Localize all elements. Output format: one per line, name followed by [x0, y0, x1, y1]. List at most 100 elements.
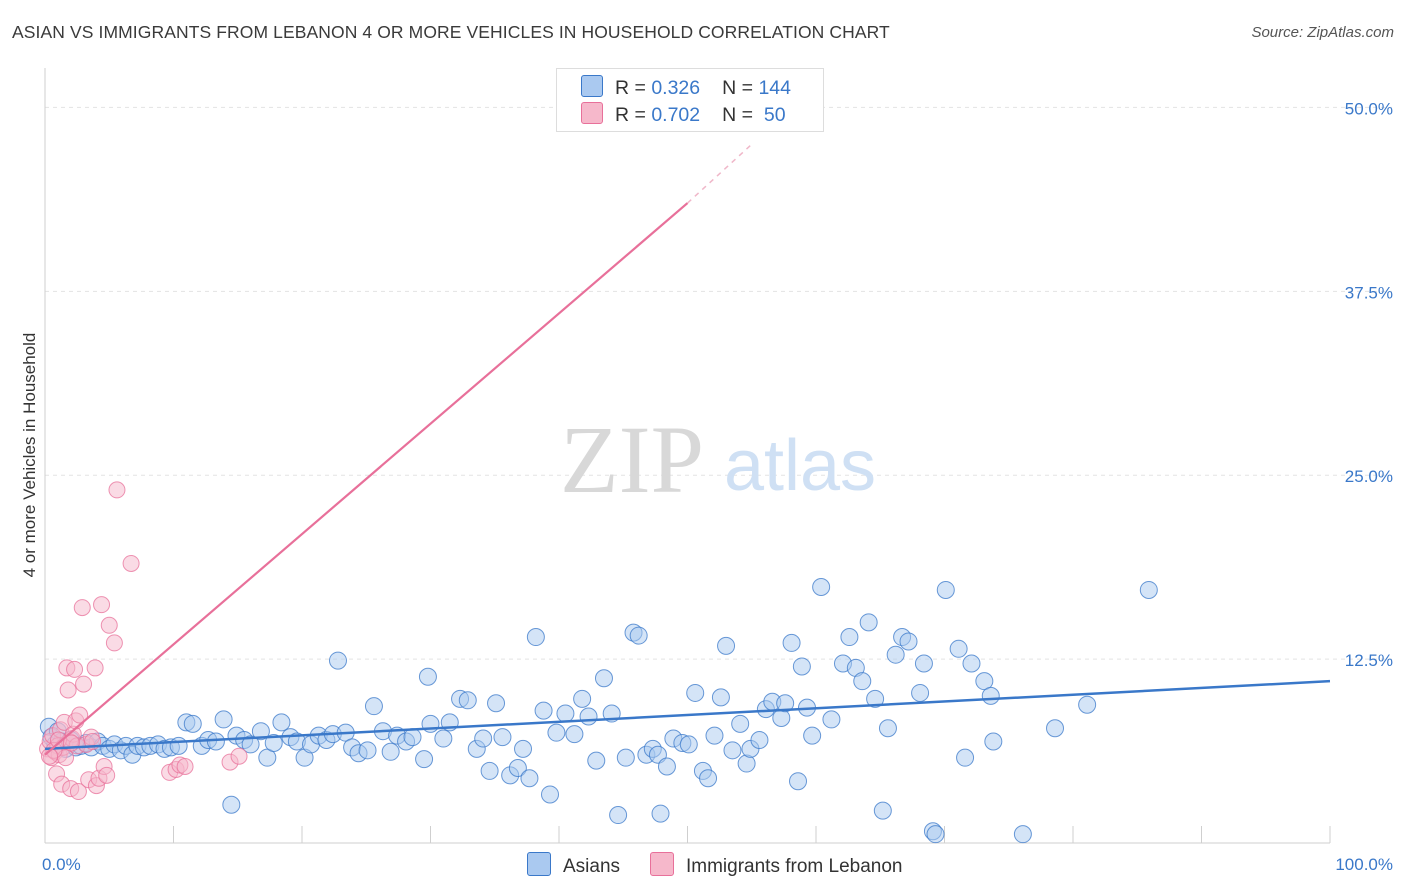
asian-point [183, 714, 202, 733]
legend-r-value: 0.326 [651, 77, 701, 99]
asian-point [381, 742, 400, 761]
asian-point [878, 719, 897, 738]
legend-r-label: R = [615, 104, 652, 126]
asian-trend-line [44, 679, 1331, 751]
trend-lines [44, 143, 1331, 756]
bottom-legend-asians: Asians [527, 852, 620, 878]
asian-point [272, 713, 291, 732]
asian-point [705, 726, 724, 745]
data-points [39, 481, 1158, 844]
asian-point [731, 714, 750, 733]
lebanon-point [59, 681, 77, 699]
asian-point [514, 739, 533, 758]
asian-point [474, 729, 493, 748]
lebanon-point [86, 659, 104, 677]
lebanon-point [105, 634, 123, 652]
legend-n-value: 50 [758, 104, 786, 126]
asian-point [214, 710, 233, 729]
asian-point [914, 654, 933, 673]
lebanon-point [100, 616, 118, 634]
asian-point [403, 728, 422, 747]
asian-point [547, 723, 566, 742]
asian-point [717, 636, 736, 655]
asian-point [251, 722, 270, 741]
asian-point [840, 628, 859, 647]
asian-point [812, 578, 831, 597]
asian-point [579, 707, 598, 726]
legend-row-lebanon: R = 0.702 N = 50 [581, 102, 786, 128]
lebanon-point [93, 596, 111, 614]
x-tick-label: 100.0% [1335, 855, 1393, 874]
asian-point [1139, 580, 1158, 599]
bottom-legend-label-asians: Asians [563, 856, 621, 877]
asian-point [723, 741, 742, 760]
legend-n-label: N = [722, 77, 759, 99]
y-tick-label: 37.5% [1345, 283, 1393, 302]
asian-point [508, 758, 527, 777]
lebanon-point [108, 481, 126, 499]
y-axis-title: 4 or more Vehicles in Household [20, 332, 39, 578]
asian-point [594, 669, 613, 688]
asian-point [169, 736, 188, 755]
stats-legend: R = 0.326 N = 144 R = 0.702 N = 50 [556, 68, 824, 132]
asian-point [222, 795, 241, 814]
asian-point [866, 689, 885, 708]
bottom-legend-swatch-lebanon [650, 852, 674, 876]
asian-point [679, 735, 698, 754]
y-tick-label: 12.5% [1345, 651, 1393, 670]
legend-swatch-lebanon [581, 102, 603, 124]
asian-point [859, 613, 878, 632]
asian-point [936, 580, 955, 599]
axes [44, 68, 1331, 844]
asian-point [853, 672, 872, 691]
lebanon-point [73, 599, 91, 617]
asian-point [364, 697, 383, 716]
asian-point [534, 701, 553, 720]
lebanon-point [69, 783, 87, 801]
bottom-legend-swatch-asians [527, 852, 551, 876]
asian-point [962, 654, 981, 673]
gridlines [45, 106, 1392, 660]
asian-point [1013, 825, 1032, 844]
source-label: Source: ZipAtlas.com [1251, 24, 1394, 41]
asian-point [573, 689, 592, 708]
asian-point [686, 683, 705, 702]
asian-point [241, 735, 260, 754]
lebanon-point [71, 706, 89, 724]
x-tick-label: 0.0% [42, 855, 81, 874]
asian-point [616, 748, 635, 767]
lebanon-trend-extension [686, 143, 753, 204]
legend-n-value: 144 [758, 77, 791, 99]
asian-point [657, 757, 676, 776]
asian-point [776, 694, 795, 713]
asian-point [803, 726, 822, 745]
asian-point [822, 710, 841, 729]
lebanon-trend-line [44, 202, 689, 756]
asian-point [487, 694, 506, 713]
y-tick-label: 25.0% [1345, 467, 1393, 486]
asian-point [772, 708, 791, 727]
asian-point [264, 733, 283, 752]
asian-point [206, 732, 225, 751]
asian-point [556, 704, 575, 723]
asian-point [434, 729, 453, 748]
asian-point [328, 651, 347, 670]
bottom-legend-label-lebanon: Immigrants from Lebanon [686, 856, 903, 877]
watermark-zip: ZIP [560, 406, 704, 513]
asian-point [565, 725, 584, 744]
chart-title: ASIAN VS IMMIGRANTS FROM LEBANON 4 OR MO… [12, 22, 890, 42]
lebanon-point [176, 758, 194, 775]
asian-point [418, 667, 437, 686]
asian-point [1046, 719, 1065, 738]
asian-point [750, 731, 769, 750]
asian-point [711, 688, 730, 707]
legend-row-asians: R = 0.326 N = 144 [581, 75, 791, 101]
asian-point [526, 628, 545, 647]
legend-swatch-asians [581, 75, 603, 97]
bottom-legend-lebanon: Immigrants from Lebanon [650, 852, 903, 878]
lebanon-point [230, 747, 248, 765]
lebanon-point [122, 554, 140, 572]
asian-point [520, 769, 539, 788]
lebanon-point [98, 766, 116, 784]
